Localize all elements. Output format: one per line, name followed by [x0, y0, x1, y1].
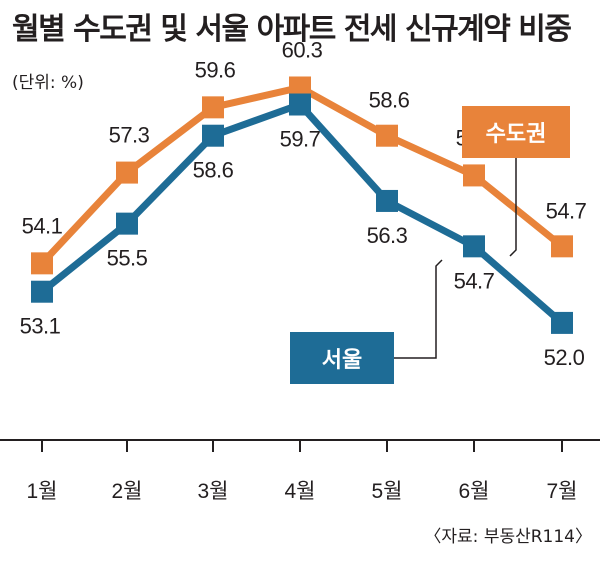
data-label-s2-2: 55.5 — [107, 246, 148, 271]
x-tick-label-2: 2월 — [112, 480, 143, 503]
data-label-s1-3: 59.6 — [195, 57, 236, 82]
legend-box-seoul — [290, 332, 394, 384]
data-label-s2-5: 56.3 — [367, 223, 408, 248]
unit-label: (단위: %) — [12, 73, 84, 93]
data-label-s1-5: 58.6 — [369, 88, 410, 113]
data-label-s2-7: 52.0 — [544, 345, 585, 370]
data-point-s1-7 — [551, 235, 573, 258]
data-point-s2-7 — [551, 311, 573, 334]
data-point-s2-1 — [31, 280, 53, 303]
chart-title: 월별 수도권 및 서울 아파트 전세 신규계약 비중 — [12, 12, 572, 47]
legend-box-sudogwon — [462, 106, 570, 158]
data-label-s1-1: 54.1 — [22, 213, 63, 238]
data-point-s2-2 — [116, 212, 138, 235]
data-point-s1-3 — [202, 96, 224, 119]
data-point-s1-5 — [376, 124, 398, 147]
x-tick-label-3: 3월 — [198, 480, 229, 503]
x-tick-label-1: 1월 — [27, 480, 58, 503]
x-tick-label-4: 4월 — [285, 480, 316, 503]
data-point-s1-6 — [463, 164, 485, 187]
x-tick-label-5: 5월 — [372, 480, 403, 503]
data-label-s1-2: 57.3 — [109, 123, 150, 148]
data-point-s1-2 — [116, 161, 138, 184]
data-label-s1-7: 54.7 — [546, 198, 587, 223]
data-label-s2-1: 53.1 — [20, 314, 61, 339]
x-tick-label-6: 6월 — [459, 480, 490, 503]
data-label-s1-4: 60.3 — [282, 37, 323, 62]
data-label-s2-4: 59.7 — [280, 127, 321, 152]
data-point-s1-4 — [289, 76, 311, 99]
data-point-s2-3 — [202, 124, 224, 147]
data-label-s2-6: 54.7 — [454, 268, 495, 293]
legend-leader-sudogwon — [509, 158, 517, 257]
data-point-s2-6 — [463, 235, 485, 258]
legend-leader-seoul — [394, 259, 443, 359]
data-point-s1-1 — [31, 252, 53, 275]
x-tick-label-7: 7월 — [547, 480, 578, 503]
data-point-s2-4 — [289, 93, 311, 116]
data-label-s2-3: 58.6 — [193, 158, 234, 183]
data-point-s2-5 — [376, 189, 398, 212]
legend-label-seoul: 서울 — [322, 348, 362, 373]
source-note: 〈자료: 부동산R114〉 — [424, 527, 592, 547]
legend-label-sudogwon: 수도권 — [486, 122, 547, 147]
